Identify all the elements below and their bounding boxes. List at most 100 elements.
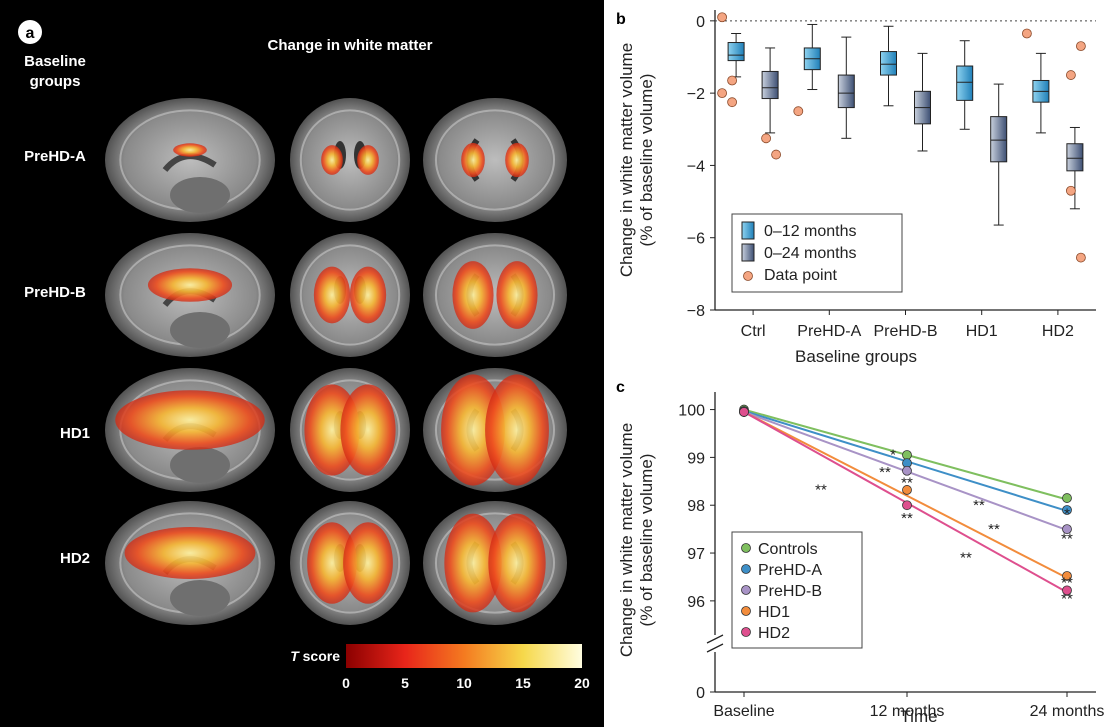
legend-label: 0–24 months [764, 245, 857, 262]
brain-view [105, 98, 275, 222]
data-point [1062, 524, 1072, 535]
box [761, 70, 779, 100]
brain-view [423, 233, 567, 357]
significance-mark: ** [901, 474, 913, 491]
x-tick-label: PreHD-A [797, 323, 861, 340]
heat-region [488, 513, 546, 613]
y-tick-label: 96 [687, 594, 705, 611]
panel-letter: c [616, 379, 625, 396]
y-axis-label-line1: Change in white matter volume [617, 423, 636, 657]
brain-view [290, 98, 410, 222]
y-tick-label: −6 [687, 231, 705, 248]
cerebellum [170, 447, 230, 483]
cortex-ring [299, 244, 401, 346]
y-tick-label: 0 [696, 14, 705, 31]
legend-label: HD1 [758, 604, 790, 621]
heat-region [173, 143, 207, 157]
significance-mark: ** [1061, 590, 1073, 607]
significance-mark: ** [1061, 530, 1073, 547]
x-tick-label: HD2 [1042, 323, 1074, 340]
brain-view [105, 501, 275, 625]
y-tick-label: 97 [687, 546, 705, 563]
cortex-ring [434, 109, 556, 211]
brain-view [423, 98, 567, 222]
x-tick-label: Ctrl [741, 323, 766, 340]
panel-c: c 100 99 98 97 96 0 Baseline 12 months 24 months… [604, 370, 1106, 727]
heat-region [444, 513, 502, 613]
brain-view [290, 368, 410, 492]
legend-label: Data point [764, 267, 837, 284]
heat-region [505, 142, 529, 178]
heat-region [496, 261, 538, 329]
line-chart: c 100 99 98 97 96 0 Baseline 12 months 24 months… [616, 379, 1104, 726]
data-point [727, 75, 738, 86]
heat-region [343, 522, 393, 604]
data-point [1065, 70, 1076, 80]
significance-mark: ** [988, 521, 1000, 538]
heat-region [307, 522, 357, 604]
data-point [727, 97, 738, 108]
panel-letter-circle [18, 20, 42, 44]
brain-view [105, 368, 275, 492]
data-point [1075, 252, 1086, 263]
panel-letter: a [26, 25, 35, 42]
box [956, 65, 974, 101]
heat-region [452, 261, 494, 329]
box [837, 74, 855, 109]
box [880, 51, 897, 76]
sagittal-slice [105, 98, 275, 222]
cortex-ring [434, 379, 556, 481]
heat-region [441, 374, 505, 486]
colorbar-ticks: 0 5 10 15 20 [342, 675, 590, 691]
panel-title: Change in white matter [267, 37, 432, 54]
y-axis-label-line2: (% of baseline volume) [637, 74, 656, 247]
data-point [1062, 493, 1072, 503]
legend-label: PreHD-A [758, 562, 822, 579]
legend-swatch [741, 564, 751, 574]
panel-b: b 0 −2 −4 −6 −8 Ctrl PreHD-A PreHD-B HD1 HD2 0–12 … [604, 0, 1106, 370]
significance-mark: ** [960, 550, 972, 567]
significance-mark: ** [879, 464, 891, 481]
data-point [902, 450, 912, 460]
data-point [902, 485, 912, 495]
cerebellum [170, 580, 230, 616]
significance-mark: ** [973, 497, 985, 514]
significance-mark: ** [901, 510, 913, 527]
legend-label: 0–12 months [764, 223, 857, 240]
legend-swatch [743, 271, 753, 281]
heat-region [485, 374, 549, 486]
data-point [1021, 28, 1032, 39]
colorbar-label: T score [290, 648, 340, 664]
cortex-ring [299, 109, 401, 211]
brain-view [423, 368, 567, 492]
x-axis-label: Baseline groups [795, 347, 917, 366]
colorbar-tick-label: 15 [515, 675, 531, 691]
legend-swatch [741, 585, 751, 595]
legend-box [731, 531, 863, 649]
data-point [739, 407, 749, 417]
data-point [902, 500, 912, 511]
colorbar-tick-label: 5 [401, 675, 409, 691]
brain-view [423, 501, 567, 625]
series-line [743, 411, 1068, 579]
data-point [902, 465, 912, 476]
heat-region [349, 266, 387, 324]
significance-mark: ** [815, 482, 827, 499]
heat-region [461, 142, 485, 178]
axial-slice [423, 98, 567, 222]
legend-box [731, 213, 903, 293]
data-point [761, 133, 772, 144]
x-tick-label: HD1 [966, 323, 998, 340]
data-point [1075, 41, 1086, 52]
box-plot: b 0 −2 −4 −6 −8 Ctrl PreHD-A PreHD-B HD1 HD2 0–12 … [616, 10, 1096, 366]
y-tick-label: 0 [696, 685, 705, 702]
data-point [1062, 571, 1072, 581]
cortex-ring [434, 244, 556, 346]
colorbar-tick-label: 10 [456, 675, 472, 691]
legend-swatch [741, 221, 755, 240]
box [727, 42, 745, 62]
y-tick-label: −2 [687, 86, 705, 103]
axial-slice [423, 233, 567, 357]
brain-images [105, 98, 567, 625]
coronal-slice [290, 98, 410, 222]
